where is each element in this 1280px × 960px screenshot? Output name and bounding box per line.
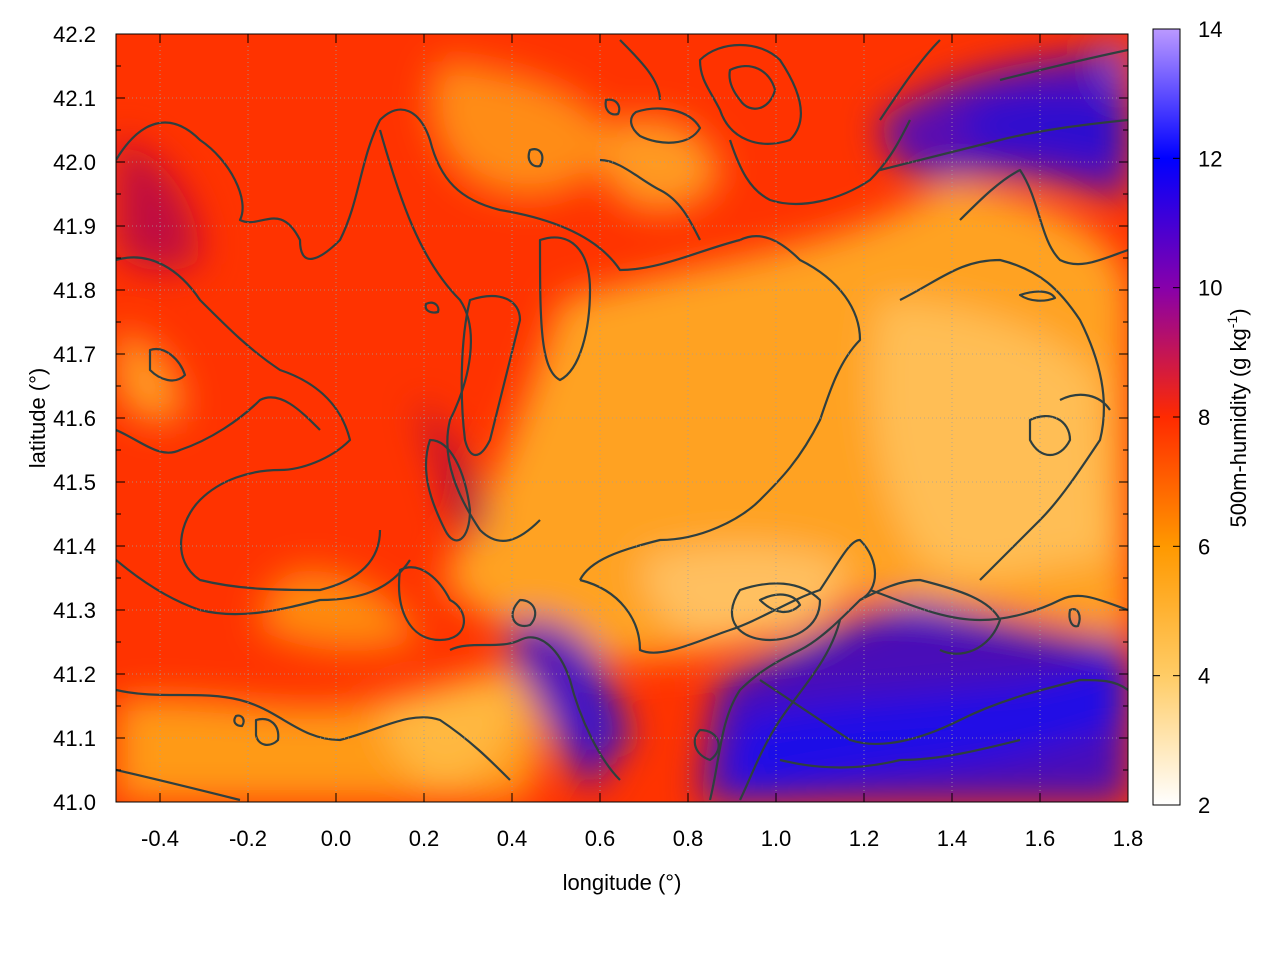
x-tick-label: 1.0 bbox=[761, 826, 792, 851]
colorbar-tick-label: 4 bbox=[1198, 664, 1210, 689]
axis-ticks bbox=[116, 33, 1129, 803]
y-tick-label: 42.2 bbox=[53, 22, 96, 47]
y-tick-label: 41.4 bbox=[53, 534, 96, 559]
x-tick-label: 0.4 bbox=[497, 826, 528, 851]
y-tick-label: 42.1 bbox=[53, 86, 96, 111]
x-tick-labels: -0.4 -0.2 0.0 0.2 0.4 0.6 0.8 1.0 1.2 1.4 1.6 1.8 bbox=[141, 826, 1143, 851]
y-tick-label: 42.0 bbox=[53, 150, 96, 175]
x-tick-label: -0.2 bbox=[229, 826, 267, 851]
y-tick-label: 41.8 bbox=[53, 278, 96, 303]
colorbar-tick-labels: 2 4 6 8 10 12 14 bbox=[1198, 17, 1222, 818]
heatmap-field bbox=[116, 34, 1128, 802]
y-tick-label: 41.2 bbox=[53, 662, 96, 687]
colorbar-tick-label: 8 bbox=[1198, 405, 1210, 430]
x-tick-label: 1.6 bbox=[1025, 826, 1056, 851]
colorbar-label-superscript: -1 bbox=[1224, 316, 1240, 329]
x-tick-label: 1.8 bbox=[1113, 826, 1144, 851]
y-tick-label: 41.0 bbox=[53, 790, 96, 815]
colorbar-tick-label: 14 bbox=[1198, 17, 1222, 42]
colorbar-ticks bbox=[1153, 28, 1180, 806]
y-tick-label: 41.9 bbox=[53, 214, 96, 239]
y-tick-label: 41.6 bbox=[53, 406, 96, 431]
x-tick-label: -0.4 bbox=[141, 826, 179, 851]
colorbar-label-end: ) bbox=[1226, 308, 1251, 315]
y-axis-label: latitude (°) bbox=[25, 368, 50, 469]
x-axis-label: longitude (°) bbox=[563, 870, 682, 895]
x-tick-label: 1.2 bbox=[849, 826, 880, 851]
x-tick-label: 0.8 bbox=[673, 826, 704, 851]
colorbar-tick-label: 10 bbox=[1198, 276, 1222, 301]
y-tick-label: 41.3 bbox=[53, 598, 96, 623]
colorbar-tick-label: 6 bbox=[1198, 534, 1210, 559]
colorbar-label: 500m-humidity (g kg-1) bbox=[1224, 308, 1251, 527]
colorbar-tick-label: 2 bbox=[1198, 793, 1210, 818]
y-tick-label: 41.5 bbox=[53, 470, 96, 495]
contour-lines bbox=[116, 39, 1128, 802]
x-tick-label: 0.6 bbox=[585, 826, 616, 851]
x-tick-label: 0.0 bbox=[321, 826, 352, 851]
y-tick-label: 41.1 bbox=[53, 726, 96, 751]
colorbar-tick-label: 12 bbox=[1198, 146, 1222, 171]
y-tick-labels: 41.0 41.1 41.2 41.3 41.4 41.5 41.6 41.7 41.8 41.9… bbox=[53, 22, 96, 815]
x-tick-label: 1.4 bbox=[937, 826, 968, 851]
colorbar-label-main: 500m-humidity (g kg bbox=[1226, 328, 1251, 527]
y-tick-label: 41.7 bbox=[53, 342, 96, 367]
x-tick-label: 0.2 bbox=[409, 826, 440, 851]
